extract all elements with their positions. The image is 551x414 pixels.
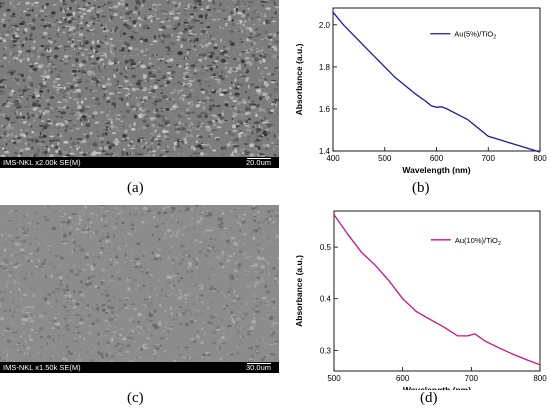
chart-d-x-tick-label: 500 — [327, 374, 341, 383]
sem-scale-a: 20.0um — [245, 158, 271, 167]
chart-d-plot-frame — [333, 210, 541, 372]
chart-d-x-tick-label: 800 — [533, 374, 547, 383]
chart-b-x-tick-label: 600 — [430, 154, 444, 163]
sem-image-c: IMS-NKL x1.50k SE(M) 30.0um — [0, 205, 279, 373]
chart-b-x-tick-label: 500 — [378, 154, 392, 163]
scale-bar-c — [247, 363, 271, 364]
chart-b-series-line — [332, 11, 541, 153]
sem-image-a: IMS-NKL x2.00k SE(M) 20.0um — [0, 0, 279, 168]
chart-b-x-tick-label: 700 — [482, 154, 496, 163]
chart-b-y-tick-label: 1.6 — [319, 105, 331, 114]
chart-d-y-tick-label: 0.3 — [320, 346, 332, 355]
chart-d-x-axis-label: Wavelength (nm) — [403, 385, 471, 390]
sem-texture-a — [0, 0, 279, 157]
caption-a: (a) — [127, 180, 144, 196]
caption-b: (b) — [412, 180, 430, 196]
chart-b-x-axis-label: Wavelength (nm) — [402, 165, 470, 175]
chart-d-y-tick-label: 0.4 — [320, 295, 332, 304]
chart-b-x-tick-label: 400 — [326, 154, 340, 163]
chart-b-x-tick-label: 800 — [533, 154, 547, 163]
caption-d: (d) — [420, 390, 438, 406]
sem-scale-c: 30.0um — [245, 363, 271, 372]
chart-b-y-axis-label: Absorbance (a.u.) — [294, 43, 304, 115]
chart-d-series-line — [333, 214, 541, 366]
sem-info-c: IMS-NKL x1.50k SE(M) — [3, 363, 81, 372]
sem-texture-c — [0, 205, 279, 362]
chart-b-y-tick-label: 1.4 — [319, 147, 331, 156]
chart-d-y-tick-label: 0.5 — [320, 243, 332, 252]
sem-info-bar-c: IMS-NKL x1.50k SE(M) 30.0um — [0, 362, 279, 373]
sem-info-bar-a: IMS-NKL x2.00k SE(M) 20.0um — [0, 157, 279, 168]
absorbance-chart-d: 500 600 700 800 0.3 0.4 0.5 Wavelength (nm) Abso… — [294, 210, 547, 390]
sem-info-a: IMS-NKL x2.00k SE(M) — [3, 158, 81, 167]
absorbance-chart-b: 400 500 600 700 800 1.4 1.6 1.8 2.0 Wavelength (n… — [294, 7, 547, 175]
scale-bar-a — [247, 158, 271, 159]
chart-d-y-axis-label: Absorbance (a.u.) — [294, 255, 304, 327]
chart-d-legend-label: Au(10%)/TiO2 — [455, 236, 501, 247]
chart-d-x-tick-label: 600 — [396, 374, 410, 383]
chart-d-x-tick-label: 700 — [465, 374, 479, 383]
caption-c: (c) — [127, 390, 144, 406]
chart-b-y-tick-label: 2.0 — [319, 21, 331, 30]
chart-b-legend-label: Au(5%)/TiO2 — [454, 30, 496, 41]
chart-b-plot-frame — [332, 7, 541, 152]
chart-b-y-tick-label: 1.8 — [319, 63, 331, 72]
